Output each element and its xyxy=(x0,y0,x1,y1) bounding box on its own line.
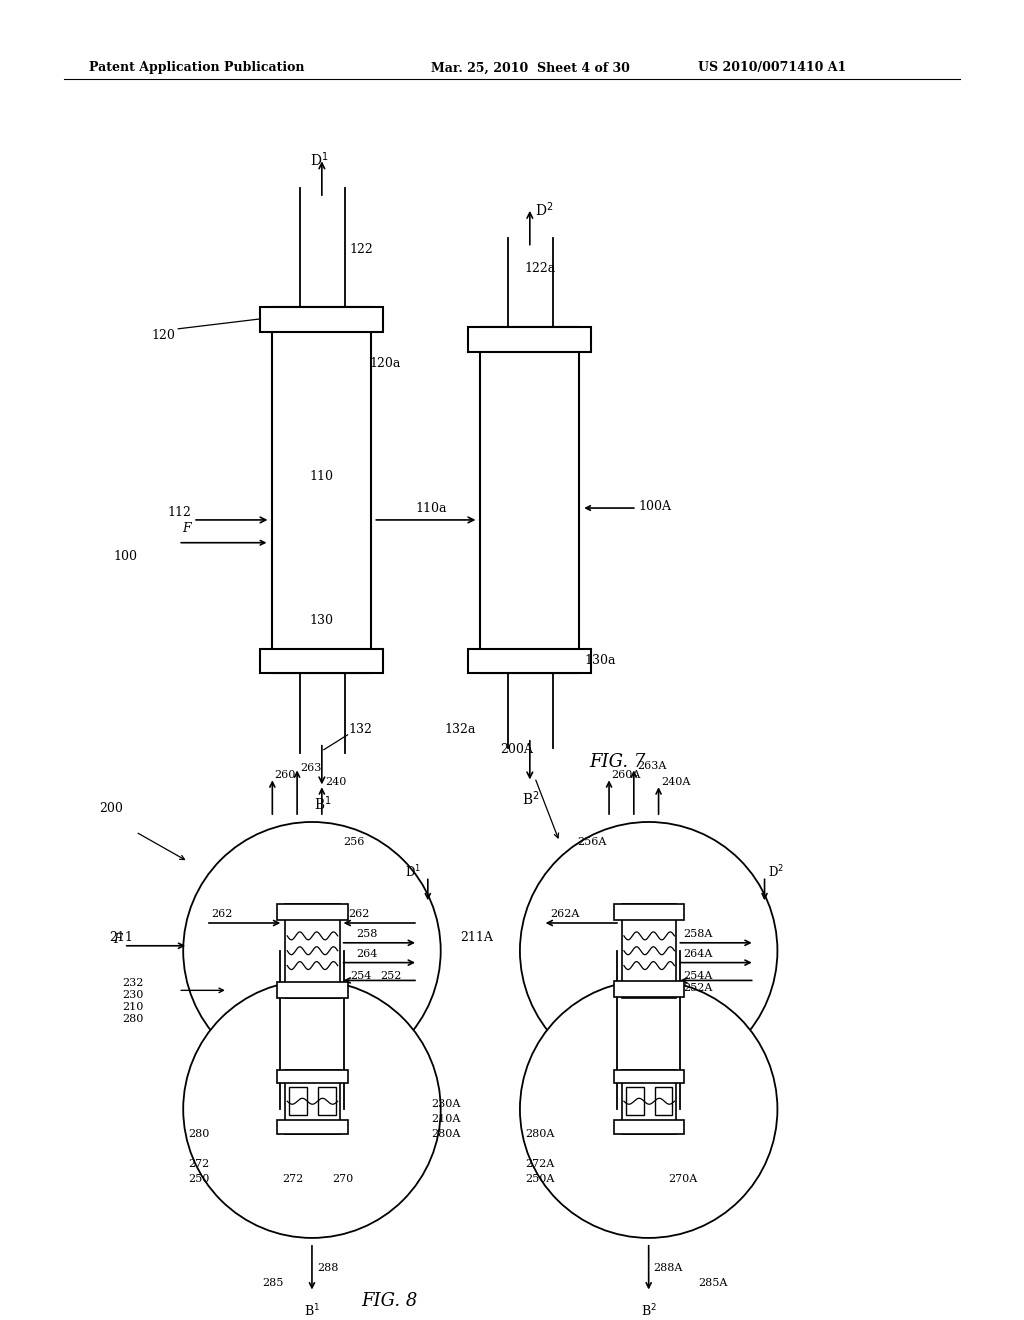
Text: 132a: 132a xyxy=(444,723,475,737)
Text: 264: 264 xyxy=(356,949,378,958)
Text: FIG. 7: FIG. 7 xyxy=(589,752,645,771)
Text: 130: 130 xyxy=(310,614,334,627)
Text: 110a: 110a xyxy=(416,502,447,515)
Text: 280: 280 xyxy=(188,1129,210,1139)
Bar xyxy=(278,1121,347,1134)
Circle shape xyxy=(183,822,440,1080)
Text: 272A: 272A xyxy=(525,1159,554,1168)
Text: 288: 288 xyxy=(316,1263,338,1272)
Bar xyxy=(614,1121,684,1134)
Text: 272: 272 xyxy=(283,1173,303,1184)
Text: B$^2$: B$^2$ xyxy=(641,1303,656,1319)
Text: 211A: 211A xyxy=(461,931,494,944)
Text: 100: 100 xyxy=(114,549,138,562)
Text: 132: 132 xyxy=(348,723,373,737)
Bar xyxy=(278,904,347,920)
Text: 264A: 264A xyxy=(683,949,713,958)
Text: F: F xyxy=(182,521,191,535)
Bar xyxy=(480,327,580,673)
Text: 210: 210 xyxy=(122,1002,143,1012)
Text: 262: 262 xyxy=(348,909,370,919)
Text: 250: 250 xyxy=(188,1173,210,1184)
Text: US 2010/0071410 A1: US 2010/0071410 A1 xyxy=(698,62,847,74)
Bar xyxy=(317,1088,336,1115)
Bar xyxy=(286,904,340,998)
Text: 258: 258 xyxy=(356,929,378,939)
Bar xyxy=(614,1069,684,1084)
Circle shape xyxy=(520,822,777,1080)
Bar xyxy=(286,1069,340,1134)
Bar xyxy=(278,1069,347,1084)
Bar xyxy=(654,1088,673,1115)
Bar xyxy=(626,1088,644,1115)
Text: B$^1$: B$^1$ xyxy=(314,795,332,813)
Text: 280A: 280A xyxy=(431,1129,461,1139)
Text: 211: 211 xyxy=(109,931,133,944)
Text: D$^1$: D$^1$ xyxy=(310,150,329,169)
Text: 230A: 230A xyxy=(431,1100,461,1109)
Text: Patent Application Publication: Patent Application Publication xyxy=(89,62,304,74)
Text: 110: 110 xyxy=(310,470,334,483)
Bar xyxy=(278,982,347,998)
Text: 280A: 280A xyxy=(525,1129,554,1139)
Text: 120: 120 xyxy=(152,329,175,342)
Circle shape xyxy=(183,981,440,1238)
Text: 120a: 120a xyxy=(370,356,401,370)
Text: 256: 256 xyxy=(344,837,365,847)
Text: 270A: 270A xyxy=(669,1173,697,1184)
Text: D$^2$: D$^2$ xyxy=(535,201,553,219)
Text: 230: 230 xyxy=(122,990,143,1001)
Text: B$^2$: B$^2$ xyxy=(522,789,540,808)
Text: 260A: 260A xyxy=(611,771,640,780)
Bar xyxy=(468,327,591,351)
Text: D$^2$: D$^2$ xyxy=(768,863,783,880)
Bar xyxy=(289,1088,307,1115)
Text: 200: 200 xyxy=(99,803,123,816)
Bar xyxy=(260,648,383,673)
Text: 232: 232 xyxy=(122,978,143,989)
Text: 260: 260 xyxy=(274,771,296,780)
Text: 272: 272 xyxy=(188,1159,210,1168)
Text: B$^1$: B$^1$ xyxy=(304,1303,321,1319)
Text: 270: 270 xyxy=(332,1173,353,1184)
Bar xyxy=(614,982,684,998)
Text: 263: 263 xyxy=(300,763,322,772)
Text: 240: 240 xyxy=(325,777,346,788)
Text: 122a: 122a xyxy=(525,263,556,276)
Bar xyxy=(260,308,383,331)
Text: 288A: 288A xyxy=(653,1263,683,1272)
Text: 240A: 240A xyxy=(662,777,691,788)
Text: 122: 122 xyxy=(349,243,374,256)
Text: 262A: 262A xyxy=(551,909,580,919)
Text: 100A: 100A xyxy=(639,500,672,513)
Text: 256A: 256A xyxy=(578,837,607,847)
Text: 252A: 252A xyxy=(683,983,713,994)
Text: 254: 254 xyxy=(350,970,372,981)
Text: 285: 285 xyxy=(262,1278,284,1287)
Text: 263A: 263A xyxy=(637,760,667,771)
Text: 252: 252 xyxy=(380,970,401,981)
Text: 254A: 254A xyxy=(683,970,713,981)
Text: 258A: 258A xyxy=(683,929,713,939)
Text: FIG. 8: FIG. 8 xyxy=(361,1292,418,1311)
Bar xyxy=(622,1069,677,1134)
Bar xyxy=(614,904,684,920)
Text: 200A: 200A xyxy=(500,743,532,756)
Text: 280: 280 xyxy=(122,1014,143,1024)
Bar xyxy=(272,308,372,673)
Text: 250A: 250A xyxy=(525,1173,554,1184)
Bar xyxy=(622,904,677,998)
Text: D$^1$: D$^1$ xyxy=(404,863,421,880)
Circle shape xyxy=(520,981,777,1238)
Text: 130a: 130a xyxy=(585,653,615,667)
Text: 210A: 210A xyxy=(431,1114,461,1125)
Bar xyxy=(468,648,591,673)
Text: Mar. 25, 2010  Sheet 4 of 30: Mar. 25, 2010 Sheet 4 of 30 xyxy=(431,62,630,74)
Text: 285A: 285A xyxy=(698,1278,728,1287)
Text: F: F xyxy=(114,933,122,946)
Text: 112: 112 xyxy=(167,506,191,519)
Text: 262: 262 xyxy=(211,909,232,919)
